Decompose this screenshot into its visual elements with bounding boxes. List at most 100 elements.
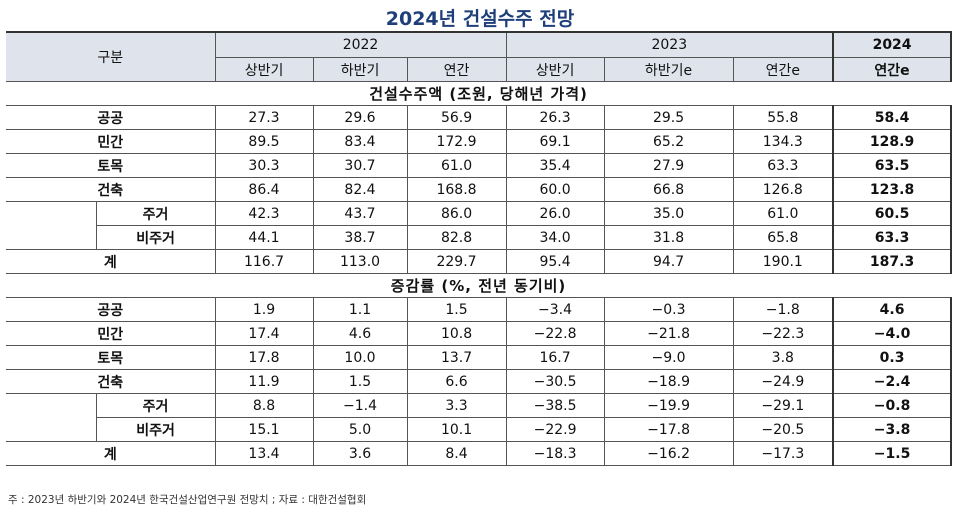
value-cell: −9.0	[603, 345, 734, 370]
section-title: 건설수주액 (조원, 당해년 가격)	[6, 81, 952, 106]
value-cell: 168.8	[406, 177, 507, 202]
value-cell: 61.0	[406, 153, 507, 178]
value-cell: −22.8	[505, 321, 605, 346]
value-cell: 113.0	[312, 249, 408, 274]
value-cell: −17.3	[732, 441, 834, 466]
year-header-2023: 2023	[505, 31, 834, 58]
value-cell: 190.1	[732, 249, 834, 274]
value-cell: 126.8	[732, 177, 834, 202]
value-cell: −0.8	[832, 393, 953, 418]
value-cell: −2.4	[832, 369, 953, 394]
sub-header: 연간e	[832, 57, 953, 82]
value-cell: 10.1	[406, 417, 507, 442]
row-label: 주거	[95, 201, 216, 226]
table-row: 계 13.4 3.6 8.4 −18.3 −16.2 −17.3 −1.5	[6, 441, 953, 466]
value-cell: 34.0	[505, 225, 605, 250]
value-cell: 8.4	[406, 441, 507, 466]
category-header: 구분	[6, 31, 216, 82]
value-cell: 63.5	[832, 153, 953, 178]
table-row: 주거 8.8 −1.4 3.3 −38.5 −19.9 −29.1 −0.8	[6, 393, 953, 418]
value-cell: 1.1	[312, 297, 408, 322]
value-cell: 63.3	[832, 225, 953, 250]
row-label: 토목	[6, 345, 216, 370]
table-row: 토목 30.3 30.7 61.0 35.4 27.9 63.3 63.5	[6, 153, 953, 178]
value-cell: 31.8	[603, 225, 734, 250]
indent-cell	[6, 394, 96, 418]
table-row: 주거 42.3 43.7 86.0 26.0 35.0 61.0 60.5	[6, 201, 953, 226]
value-cell: 66.8	[603, 177, 734, 202]
value-cell: 89.5	[214, 129, 314, 154]
row-label: 비주거	[95, 225, 216, 250]
value-cell: 4.6	[832, 297, 953, 322]
value-cell: −20.5	[732, 417, 834, 442]
value-cell: 44.1	[214, 225, 314, 250]
value-cell: −18.3	[505, 441, 605, 466]
value-cell: 8.8	[214, 393, 314, 418]
indent-cell	[6, 225, 96, 250]
sub-header: 상반기	[505, 57, 605, 82]
table-row: 비주거 15.1 5.0 10.1 −22.9 −17.8 −20.5 −3.8	[6, 417, 953, 442]
table-row: 건축 11.9 1.5 6.6 −30.5 −18.9 −24.9 −2.4	[6, 369, 953, 394]
row-label: 계	[6, 441, 216, 466]
value-cell: 15.1	[214, 417, 314, 442]
value-cell: −1.4	[312, 393, 408, 418]
table-row: 건축 86.4 82.4 168.8 60.0 66.8 126.8 123.8	[6, 177, 953, 202]
indent-cell	[6, 417, 96, 442]
value-cell: −29.1	[732, 393, 834, 418]
value-cell: 65.8	[732, 225, 834, 250]
value-cell: 26.0	[505, 201, 605, 226]
value-cell: 5.0	[312, 417, 408, 442]
value-cell: 187.3	[832, 249, 953, 274]
sub-header: 연간	[406, 57, 507, 82]
value-cell: 60.0	[505, 177, 605, 202]
table-row: 토목 17.8 10.0 13.7 16.7 −9.0 3.8 0.3	[6, 345, 953, 370]
value-cell: 1.5	[312, 369, 408, 394]
table-row: 공공 27.3 29.6 56.9 26.3 29.5 55.8 58.4	[6, 105, 953, 130]
value-cell: −22.3	[732, 321, 834, 346]
value-cell: 38.7	[312, 225, 408, 250]
value-cell: 60.5	[832, 201, 953, 226]
value-cell: 82.8	[406, 225, 507, 250]
value-cell: −3.8	[832, 417, 953, 442]
value-cell: 42.3	[214, 201, 314, 226]
construction-orders-table: 구분 2022 2023 2024 상반기 하반기 연간 상반기 하반기e 연간…	[6, 31, 953, 466]
value-cell: 6.6	[406, 369, 507, 394]
value-cell: 26.3	[505, 105, 605, 130]
value-cell: −18.9	[603, 369, 734, 394]
value-cell: −21.8	[603, 321, 734, 346]
value-cell: 30.7	[312, 153, 408, 178]
value-cell: 16.7	[505, 345, 605, 370]
value-cell: 69.1	[505, 129, 605, 154]
row-label: 공공	[6, 105, 216, 130]
value-cell: 29.6	[312, 105, 408, 130]
year-header-2022: 2022	[214, 31, 507, 58]
value-cell: 82.4	[312, 177, 408, 202]
value-cell: −38.5	[505, 393, 605, 418]
value-cell: 10.0	[312, 345, 408, 370]
value-cell: 0.3	[832, 345, 953, 370]
value-cell: 1.5	[406, 297, 507, 322]
value-cell: 94.7	[603, 249, 734, 274]
value-cell: 30.3	[214, 153, 314, 178]
value-cell: −0.3	[603, 297, 734, 322]
value-cell: 63.3	[732, 153, 834, 178]
value-cell: −22.9	[505, 417, 605, 442]
row-label: 민간	[6, 321, 216, 346]
value-cell: 3.3	[406, 393, 507, 418]
value-cell: 116.7	[214, 249, 314, 274]
indent-cell	[6, 202, 96, 226]
row-label: 토목	[6, 153, 216, 178]
table-row: 민간 17.4 4.6 10.8 −22.8 −21.8 −22.3 −4.0	[6, 321, 953, 346]
row-label: 민간	[6, 129, 216, 154]
value-cell: 128.9	[832, 129, 953, 154]
section-title: 증감률 (%, 전년 동기비)	[6, 273, 952, 298]
row-label: 건축	[6, 177, 216, 202]
value-cell: 56.9	[406, 105, 507, 130]
value-cell: −19.9	[603, 393, 734, 418]
value-cell: 3.8	[732, 345, 834, 370]
sub-header: 연간e	[732, 57, 834, 82]
year-header-2024: 2024	[832, 31, 953, 58]
table-title: 2024년 건설수주 전망	[385, 8, 575, 30]
value-cell: 134.3	[732, 129, 834, 154]
value-cell: 29.5	[603, 105, 734, 130]
